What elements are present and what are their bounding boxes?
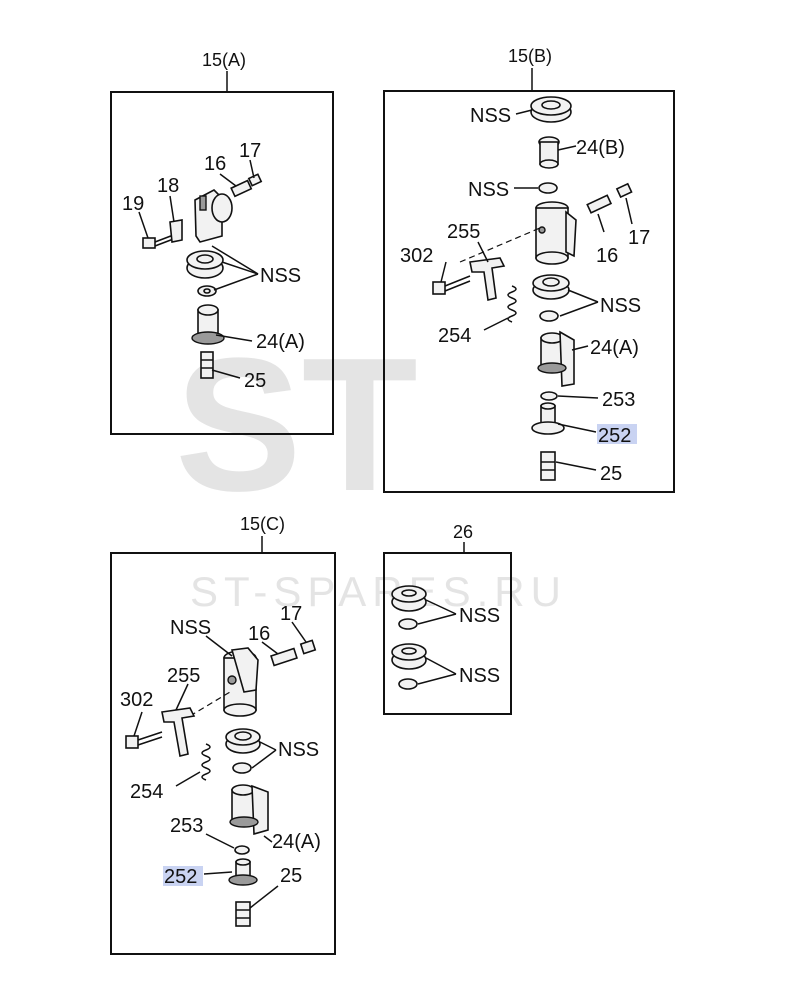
label-254-c: 254 [130,781,163,803]
label-24b: 24(B) [576,137,625,159]
label-16-c: 16 [248,623,270,645]
label-24a-c: 24(A) [272,831,321,853]
highlight-252-b [597,424,637,444]
panel-15c-title: 15(C) [240,514,285,534]
panel-26-title: 26 [453,522,473,542]
label-18: 18 [157,175,179,197]
screw-16-17 [230,173,263,198]
seal-nss [186,250,224,279]
housing-15a [194,189,233,243]
watermark-url: ST-SPARES.RU [190,568,567,615]
spring-254-c [201,743,211,781]
screw-16-17-c [270,639,317,667]
panel-15c-frame [110,552,336,955]
label-nss-d2: NSS [459,665,500,687]
panel-15a-title: 15(A) [202,50,246,70]
shaft-25-c [235,901,251,927]
label-nss-c2: NSS [278,739,319,761]
label-nss: NSS [260,265,301,287]
lever-255-b [469,257,506,301]
shaft-25-b [540,451,556,481]
washer-nss-d1 [398,618,418,630]
seal-top-nss [530,96,572,123]
watermark: ST ST-SPARES.RU [175,319,567,615]
panel-26-frame [383,552,512,715]
label-nss-b1: NSS [470,105,511,127]
gear-24a-b [537,330,575,387]
label-25: 25 [244,370,266,392]
label-255-b: 255 [447,221,480,243]
panel-15b-frame [383,90,675,493]
washer-253-c [234,845,250,855]
gear-252-c [228,858,258,886]
watermark-logo: ST [175,319,418,531]
washer-nss-b1 [538,182,558,194]
panel-15b-title: 15(B) [508,46,552,66]
label-nss-c1: NSS [170,617,211,639]
panel-15b: 15(B) [383,46,675,493]
bracket-18 [169,219,183,243]
label-24a: 24(A) [256,331,305,353]
label-16: 16 [204,153,226,175]
label-302-c: 302 [120,689,153,711]
panel-15a-frame [110,91,334,435]
label-nss-d1: NSS [459,605,500,627]
label-nss-b3: NSS [600,295,641,317]
panel-26: 26 NSS NSS [383,522,512,715]
label-254-b: 254 [438,325,471,347]
highlight-252-c [163,866,203,886]
housing-15b [535,201,577,265]
panel-15a: 15(A) [110,50,334,435]
label-17-c: 17 [280,603,302,625]
screw-16-17-b [586,182,633,214]
label-17-b: 17 [628,227,650,249]
label-16-b: 16 [596,245,618,267]
spring-254-b [507,285,517,323]
gear-24a-c [229,784,269,836]
sleeve-252-b [531,402,565,435]
label-17: 17 [239,140,261,162]
housing-15c [223,647,259,717]
label-252-c: 252 [164,866,197,888]
lever-255-c [161,707,196,757]
washer-nss-b2 [539,310,559,322]
label-19: 19 [122,193,144,215]
label-25-c: 25 [280,865,302,887]
cap-24b [538,136,560,169]
seal-nss-c [225,728,261,754]
seal-nss-d2 [391,643,427,670]
seal-lower-nss-b [532,274,570,300]
label-253-b: 253 [602,389,635,411]
label-252-b: 252 [598,425,631,447]
gear-24a [191,304,225,345]
label-255-c: 255 [167,665,200,687]
label-25-b: 25 [600,463,622,485]
washer-253-b [540,391,558,401]
seal-nss-d1 [391,585,427,612]
washer-nss-d2 [398,678,418,690]
label-nss-b2: NSS [468,179,509,201]
label-253-c: 253 [170,815,203,837]
washer-nss-c [232,762,252,774]
shaft-25 [200,351,214,379]
washer-nss [197,285,217,297]
label-24a-b: 24(A) [590,337,639,359]
panel-15c: 15(C) [110,514,336,955]
bolt-302-b [432,275,471,295]
bolt-302-c [125,731,163,749]
label-302-b: 302 [400,245,433,267]
